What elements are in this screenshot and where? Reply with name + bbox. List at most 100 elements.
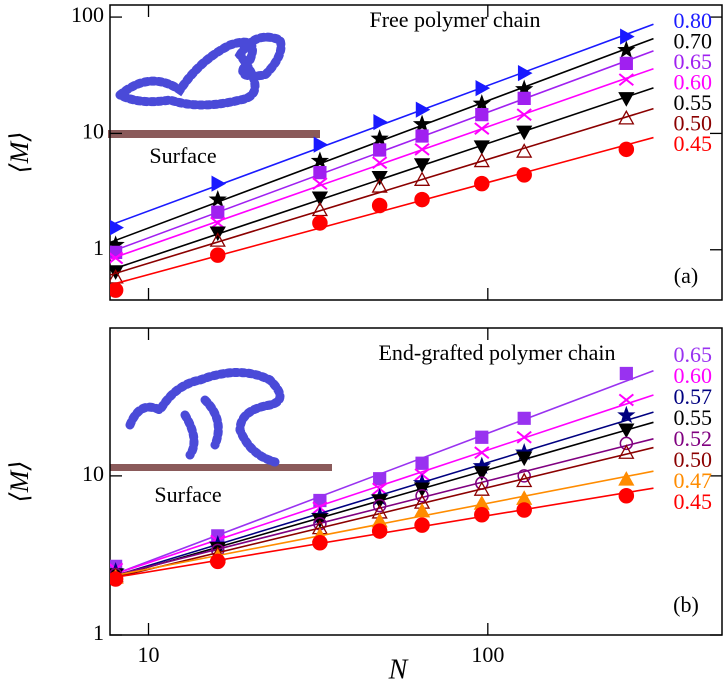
data-point <box>618 471 635 486</box>
data-point <box>312 534 328 551</box>
data-point <box>110 571 124 587</box>
data-point <box>517 411 531 425</box>
y-tick-label: 100 <box>71 2 104 27</box>
data-point <box>474 122 490 135</box>
legend-label: 0.57 <box>674 384 713 409</box>
data-point <box>415 129 429 143</box>
annotation: Surface <box>154 482 221 507</box>
data-point <box>371 197 388 214</box>
y-tick-label: 1 <box>93 235 104 260</box>
data-point <box>415 101 431 118</box>
plot-area <box>110 366 654 587</box>
data-point <box>110 251 124 265</box>
x-axis-label: N <box>388 654 409 685</box>
data-point <box>619 436 634 451</box>
data-point <box>110 219 124 236</box>
chart-title: End-grafted polymer chain <box>378 340 615 365</box>
data-point <box>618 423 635 439</box>
data-point <box>620 28 635 45</box>
data-point <box>412 114 432 132</box>
y-tick-label: 10 <box>82 118 104 143</box>
data-point <box>473 466 490 481</box>
data-point <box>414 517 430 533</box>
legend-label: 0.47 <box>674 468 713 493</box>
legend-label: 0.60 <box>674 363 713 388</box>
fit-line <box>110 438 654 578</box>
data-point <box>517 469 531 483</box>
data-point <box>517 91 531 105</box>
data-point <box>413 502 431 518</box>
data-point <box>472 94 491 112</box>
legend-label: 0.55 <box>674 405 713 430</box>
data-point <box>618 73 634 87</box>
data-point <box>372 156 388 170</box>
data-point <box>371 523 388 539</box>
legend-label: 0.65 <box>674 49 713 74</box>
data-point <box>313 136 329 153</box>
data-point <box>474 175 490 192</box>
fit-line <box>110 394 654 577</box>
data-point <box>414 142 430 156</box>
data-point <box>474 506 490 523</box>
data-point <box>208 189 227 208</box>
data-point <box>210 247 226 263</box>
data-point <box>413 158 431 173</box>
data-point <box>473 152 490 168</box>
data-point <box>415 456 429 470</box>
data-point <box>516 472 533 488</box>
surface-bar <box>108 130 320 138</box>
data-point <box>373 143 387 157</box>
legend-label: 0.65 <box>674 342 713 367</box>
data-point <box>371 178 388 193</box>
data-point <box>617 40 636 58</box>
x-tick-label: 10 <box>138 642 160 667</box>
data-point <box>209 232 226 247</box>
data-point <box>473 481 490 496</box>
legend-label: 0.50 <box>674 111 713 136</box>
data-point <box>618 393 634 407</box>
data-point <box>415 489 429 503</box>
x-tick-label: 100 <box>471 642 504 667</box>
polymer-illustration-b <box>110 368 332 471</box>
legend-label: 0.45 <box>674 131 713 156</box>
data-point <box>475 80 491 97</box>
data-point <box>618 488 635 504</box>
data-point <box>370 129 389 147</box>
data-point <box>516 451 533 467</box>
data-point <box>473 140 490 155</box>
legend-label: 0.45 <box>674 489 713 514</box>
data-point <box>474 446 490 460</box>
data-point <box>312 177 328 191</box>
legend-label: 0.50 <box>674 447 713 472</box>
plot-frame <box>109 4 723 301</box>
panel: 1 10 10 100 End-grafted polymer chain Surface… <box>5 327 723 685</box>
legend-label: 0.52 <box>674 426 713 451</box>
annotation: Surface <box>149 143 216 168</box>
data-point <box>310 151 330 169</box>
data-point <box>414 191 430 208</box>
data-point <box>210 553 226 570</box>
data-point <box>617 405 636 424</box>
data-point <box>211 205 225 219</box>
data-point <box>313 166 327 180</box>
plot-area <box>110 23 654 298</box>
data-point <box>618 141 635 158</box>
surface-bar <box>110 464 332 471</box>
data-point <box>475 430 489 444</box>
y-tick-label: 10 <box>82 461 104 486</box>
data-point <box>211 175 227 192</box>
data-point <box>371 171 388 186</box>
data-point <box>516 125 533 141</box>
polymer-chain <box>125 368 285 467</box>
legend-label: 0.55 <box>674 90 713 115</box>
polymer-illustration-a <box>108 32 320 138</box>
annotation: (b) <box>673 592 699 617</box>
data-point <box>618 109 635 125</box>
data-point <box>311 191 329 207</box>
data-point <box>516 167 532 183</box>
data-point <box>618 444 635 459</box>
data-point <box>373 472 387 486</box>
plot-frame <box>109 327 723 636</box>
legend-label: 0.70 <box>674 29 713 54</box>
data-point <box>516 502 532 518</box>
